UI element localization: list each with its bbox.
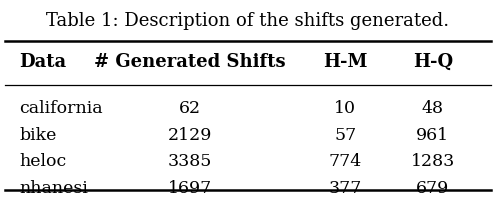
Text: 57: 57 — [334, 127, 356, 144]
Text: H-Q: H-Q — [413, 53, 453, 71]
Text: 2129: 2129 — [168, 127, 212, 144]
Text: 377: 377 — [328, 180, 362, 197]
Text: 1283: 1283 — [411, 153, 455, 170]
Text: heloc: heloc — [19, 153, 67, 170]
Text: 48: 48 — [422, 100, 444, 117]
Text: 3385: 3385 — [168, 153, 212, 170]
Text: Data: Data — [19, 53, 66, 71]
Text: 62: 62 — [179, 100, 201, 117]
Text: 679: 679 — [416, 180, 449, 197]
Text: Table 1: Description of the shifts generated.: Table 1: Description of the shifts gener… — [47, 12, 449, 30]
Text: bike: bike — [19, 127, 57, 144]
Text: 961: 961 — [416, 127, 449, 144]
Text: 10: 10 — [334, 100, 356, 117]
Text: # Generated Shifts: # Generated Shifts — [94, 53, 286, 71]
Text: nhanesi: nhanesi — [19, 180, 88, 197]
Text: H-M: H-M — [323, 53, 368, 71]
Text: 1697: 1697 — [168, 180, 212, 197]
Text: 774: 774 — [328, 153, 362, 170]
Text: california: california — [19, 100, 103, 117]
